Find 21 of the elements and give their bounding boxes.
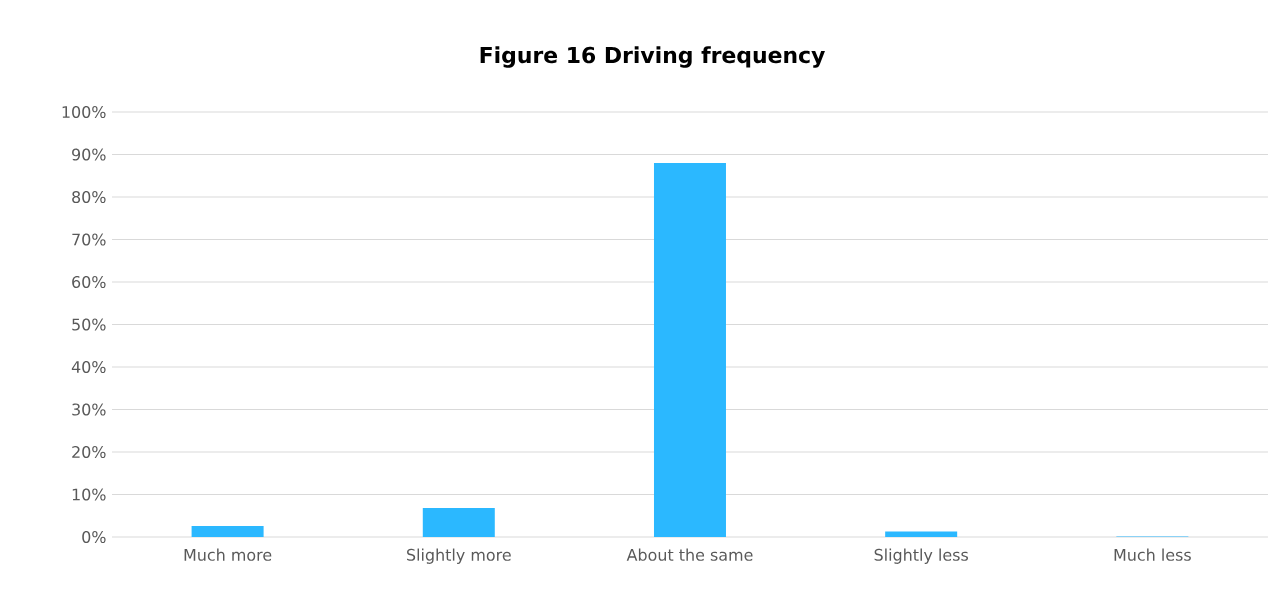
x-tick-label: Slightly more [407,548,511,564]
x-tick-label: Much less [1114,548,1191,561]
y-tick-label: 70% [72,233,106,246]
y-tick-label: 40% [71,360,106,374]
y-tick-label: 20% [72,445,106,459]
y-tick-label: 60% [72,275,106,289]
y-tick-label: 30% [72,403,106,416]
bar [653,163,726,537]
x-tick-label: Much more [184,548,272,561]
y-tick-label: 80% [72,190,106,204]
x-tick-label: Slightly less [874,548,969,564]
y-tick-label: 90% [72,148,106,161]
y-tick-label: 100% [62,105,106,119]
bar [422,508,495,537]
y-tick-label: 0% [82,530,106,544]
chart-title: Figure 16 Driving frequency [480,46,825,68]
y-tick-label: 10% [72,488,106,501]
x-tick-label: About the same [626,548,753,561]
bar [191,525,264,537]
bar [885,531,958,537]
y-tick-label: 50% [72,318,106,331]
